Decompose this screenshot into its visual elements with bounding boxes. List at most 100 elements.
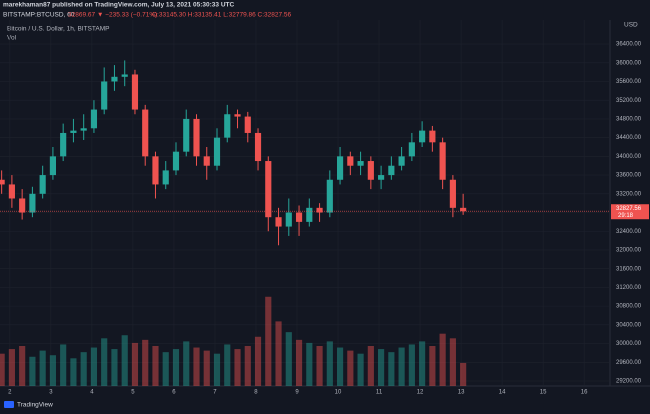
volume-bar [90,347,98,386]
x-tick-label: 14 [499,390,506,396]
volume-bar [388,352,395,386]
candle-body [101,81,108,110]
volume-bar [449,338,456,386]
volume-label: Vol [7,35,17,42]
candle-body [224,114,231,138]
brand: TradingView [17,402,53,409]
candle-body [408,142,415,157]
y-tick-label: 32400.00 [616,229,642,235]
volume-bar [285,332,292,386]
ohlc: O:33145.30 H:33135.41 L:32779.86 C:32827… [152,12,292,19]
volume-bar [80,352,87,386]
last-price: 32869.67 [68,12,95,19]
candle-body [429,130,436,143]
y-tick-label: 34400.00 [616,135,642,141]
candle-body [265,161,272,218]
volume-bar [275,321,282,386]
candle-body [70,130,77,133]
candle-body [254,132,262,162]
candle-body [131,74,139,110]
volume-bar [429,346,436,386]
logo-icon [4,401,14,408]
candle-body [439,142,446,180]
candle-body [275,217,282,227]
candle-body [39,175,46,194]
candle-body [398,156,405,166]
candle-body [8,184,15,199]
volume-bar [408,344,415,386]
candle-body [111,76,118,82]
candle-body [419,130,426,143]
y-tick-label: 30400.00 [616,322,642,328]
candle-body [295,212,303,222]
candle-body [336,156,344,180]
candle-body [29,193,36,213]
candle-body [285,212,292,227]
candle-body [203,156,210,166]
volume-bar [398,347,405,386]
symbol: BITSTAMP:BTCUSD, 60 [3,12,75,19]
volume-bar [49,355,56,386]
volume-bar [213,353,221,386]
x-tick-label: 9 [295,390,299,396]
volume-bar [295,339,303,386]
y-tick-label: 34800.00 [616,117,642,123]
volume-bar [142,339,149,386]
volume-bar [326,341,333,386]
volume-bar [172,349,180,386]
volume-bar [183,341,190,386]
volume-bar [419,341,426,386]
candle-body [193,118,200,157]
volume-bar [193,347,200,386]
y-tick-label: 30000.00 [616,341,642,347]
volume-bar [121,335,128,386]
volume-bar [378,349,385,386]
candle-body [183,118,190,152]
volume-bar [347,350,354,386]
volume-bar [101,338,108,386]
candle-body [367,161,374,180]
candle-body [388,165,395,176]
volume-bar [0,353,5,386]
volume-bar [29,356,36,386]
volume-bar [111,349,118,386]
x-tick-label: 10 [335,390,342,396]
volume-bar [19,346,26,386]
y-tick-label: 31200.00 [616,285,642,291]
volume-bar [39,350,46,386]
candle-body [357,161,364,166]
publisher: marekhaman87 published on TradingView.co… [3,2,235,9]
volume-bar [224,344,231,386]
volume-bar [336,347,344,386]
candle-body [172,151,180,171]
volume-bar [306,342,313,386]
volume-bar [131,342,139,386]
candle-body [49,156,56,176]
volume-bar [8,349,15,386]
volume-bar [254,336,262,386]
brand-logo: TradingView [4,401,53,409]
candle-body [152,156,159,185]
candle-body [60,132,67,157]
candle-body [121,74,128,77]
volume-bar [70,358,77,386]
chart-title: Bitcoin / U.S. Dollar, 1h, BITSTAMP [7,26,109,33]
x-tick-label: 13 [458,390,465,396]
y-tick-label: 32000.00 [616,248,642,254]
candle-body [460,207,467,212]
y-tick-label: 31600.00 [616,266,642,272]
x-tick-label: 6 [172,390,176,396]
last-price-label: 32827.56 [616,206,642,212]
x-tick-label: 2 [8,390,12,396]
candle-body [234,114,241,117]
x-tick-label: 16 [581,390,588,396]
y-tick-label: 29600.00 [616,360,642,366]
x-tick-label: 8 [254,390,258,396]
x-tick-label: 11 [376,390,383,396]
candle-body [378,175,385,180]
candle-body [244,116,251,133]
x-tick-label: 12 [417,390,424,396]
y-tick-label: 30800.00 [616,304,642,310]
last-price-box [611,204,649,220]
candle-body [80,128,87,131]
